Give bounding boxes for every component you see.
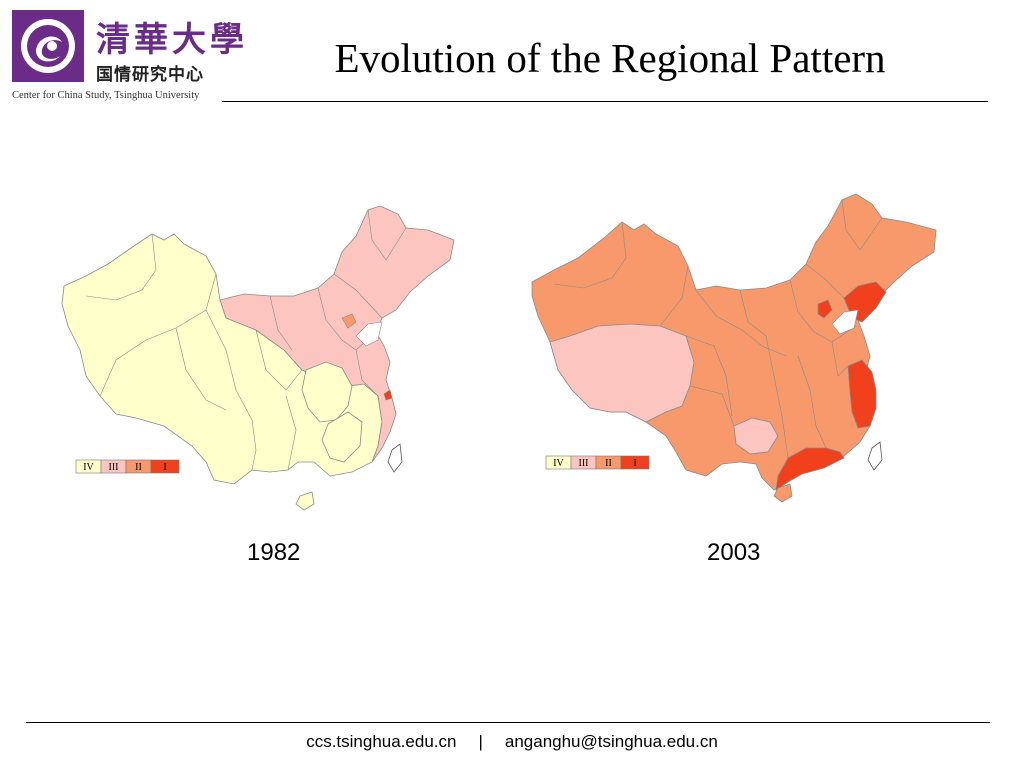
region-main-ii [531, 193, 937, 491]
region-shanghai-i [383, 389, 393, 401]
region-east-coast-i [847, 359, 877, 429]
legend-label-ii: II [605, 458, 612, 469]
bohai-sea [831, 309, 859, 335]
region-beijing-ii [341, 313, 357, 329]
university-name-cn: 清華大學 [96, 20, 248, 60]
taiwan-island [387, 443, 403, 473]
slide-title: Evolution of the Regional Pattern [334, 35, 886, 81]
legend-swatch-i [150, 459, 180, 474]
legend-swatch-i [620, 455, 650, 470]
footer-email-link[interactable]: anganghu@tsinghua.edu.cn [504, 732, 718, 751]
map-legend: IV III II I [75, 459, 180, 474]
footer: ccs.tsinghua.edu.cn | anganghu@tsinghua.ed… [0, 732, 1024, 752]
legend-label-i: I [163, 462, 166, 473]
center-name-en: Center for China Study, Tsinghua Univers… [12, 90, 200, 101]
legend-label-iv: IV [553, 458, 564, 469]
region-guizhou-iii [733, 417, 779, 455]
ccs-logo: 清華大學 国情研究中心 Center for China Study, Tsin… [10, 10, 244, 105]
legend-label-iii: III [109, 462, 119, 473]
region-guangdong-i [775, 447, 845, 491]
hainan-island [773, 483, 793, 503]
hainan-island [295, 491, 315, 511]
map-legend: IV III II I [545, 455, 650, 470]
china-map-1982: IV III II I [61, 205, 455, 511]
legend-label-iii: III [579, 458, 589, 469]
legend-label-ii: II [135, 462, 142, 473]
map-year-1982: 1982 [247, 539, 301, 566]
region-central-iv [301, 361, 353, 423]
legend-label-i: I [633, 458, 636, 469]
header-divider [222, 101, 988, 102]
footer-divider [26, 722, 990, 723]
region-south-iv [321, 411, 363, 463]
province-borders [85, 209, 407, 471]
footer-website-link[interactable]: ccs.tsinghua.edu.cn [306, 732, 457, 751]
region-tibet-iii [549, 323, 695, 423]
center-name-cn: 国情研究中心 [96, 65, 204, 85]
province-borders [553, 199, 883, 459]
footer-separator: | [478, 732, 483, 751]
taiwan-island [867, 441, 883, 471]
region-beijing-i [817, 299, 833, 319]
bohai-sea [355, 321, 383, 347]
map-year-2003: 2003 [707, 539, 761, 566]
legend-label-iv: IV [83, 462, 94, 473]
china-map-2003: IV III II I [531, 193, 937, 503]
tsinghua-emblem-icon [12, 10, 84, 82]
